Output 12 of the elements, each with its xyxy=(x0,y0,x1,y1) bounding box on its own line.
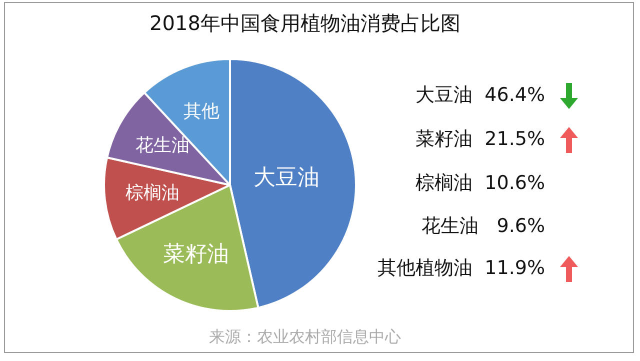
chart-title: 2018年中国食用植物油消费占比图 xyxy=(148,10,462,37)
slice-label: 棕榈油 xyxy=(125,182,180,204)
slice-label: 其他 xyxy=(183,100,220,122)
text: 大豆油 46.4% xyxy=(416,83,545,108)
slice-label: 花生油 xyxy=(135,134,190,156)
text: 花生油 9.6% xyxy=(422,214,545,239)
slice-label: 菜籽油 xyxy=(163,242,230,268)
text: 菜籽油 21.5% xyxy=(416,127,545,152)
source-note: 来源：农业农村部信息中心 xyxy=(208,327,402,348)
text: 棕榈油 10.6% xyxy=(416,171,545,196)
slice-label: 大豆油 xyxy=(253,165,320,190)
text: 其他植物油 11.9% xyxy=(378,256,545,281)
